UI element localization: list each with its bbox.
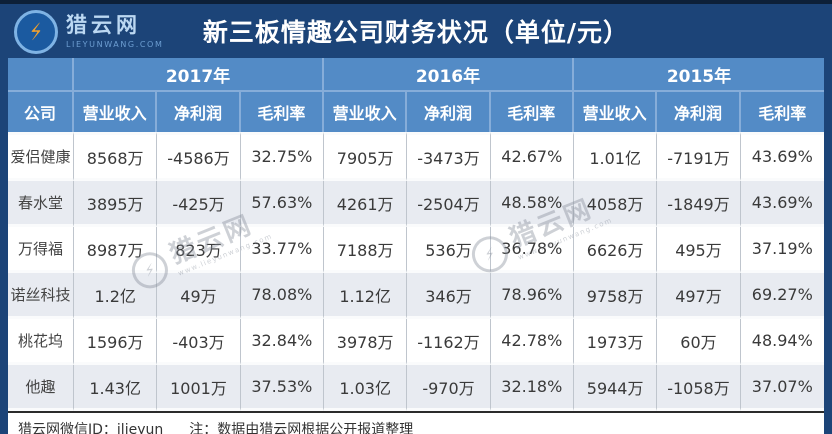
value-cell: 60万 bbox=[657, 319, 741, 365]
value-cell: 1.12亿 bbox=[323, 273, 408, 319]
metric-header: 净利润 bbox=[657, 92, 741, 132]
value-cell: 37.53% bbox=[240, 365, 324, 411]
corner-cell bbox=[8, 58, 74, 92]
value-cell: 1596万 bbox=[74, 319, 158, 365]
lieyunwang-logo: ⚡ 猎云网 LIEYUNWANG.COM bbox=[14, 10, 163, 54]
value-cell: -7191万 bbox=[657, 132, 741, 181]
logo-domain: LIEYUNWANG.COM bbox=[66, 40, 164, 49]
value-cell: -2504万 bbox=[407, 181, 491, 227]
logo-text-block: 猎云网 LIEYUNWANG.COM bbox=[66, 13, 164, 50]
value-cell: 1.03亿 bbox=[323, 365, 408, 411]
value-cell: -4586万 bbox=[157, 132, 241, 181]
value-cell: 42.67% bbox=[490, 132, 574, 181]
year-group-row: 2017年 2016年 2015年 bbox=[8, 58, 824, 92]
value-cell: 42.78% bbox=[490, 319, 574, 365]
source-note-text: 注：数据由猎云网根据公开报道整理 bbox=[189, 422, 414, 434]
value-cell: -970万 bbox=[407, 365, 491, 411]
company-cell: 他趣 bbox=[8, 365, 74, 411]
value-cell: 8568万 bbox=[74, 132, 158, 181]
value-cell: 33.77% bbox=[240, 227, 324, 273]
page-title: 新三板情趣公司财务状况（单位/元） bbox=[202, 18, 630, 47]
value-cell: 1.43亿 bbox=[74, 365, 158, 411]
value-cell: 78.96% bbox=[490, 273, 574, 319]
value-cell: -1162万 bbox=[407, 319, 491, 365]
value-cell: 69.27% bbox=[740, 273, 824, 319]
footer-bar: 猎云网微信ID：ilieyun 注：数据由猎云网根据公开报道整理 bbox=[8, 411, 824, 434]
logo-text: 猎云网 bbox=[66, 13, 141, 37]
metric-header: 净利润 bbox=[157, 92, 241, 132]
metric-header: 营业收入 bbox=[573, 92, 658, 132]
year-group-header-2017: 2017年 bbox=[74, 58, 324, 92]
value-cell: 32.84% bbox=[240, 319, 324, 365]
value-cell: 43.69% bbox=[740, 132, 824, 181]
value-cell: 8987万 bbox=[74, 227, 158, 273]
financial-table-wrap: 2017年 2016年 2015年 公司 营业收入 净利润 毛利率 营业收入 净利润 毛利… bbox=[8, 58, 824, 411]
company-cell: 桃花坞 bbox=[8, 319, 74, 365]
year-group-header-2015: 2015年 bbox=[573, 58, 824, 92]
value-cell: 1.01亿 bbox=[573, 132, 658, 181]
table-row: 桃花坞 1596万 -403万 32.84% 3978万 -1162万 42.78% 1973… bbox=[8, 319, 824, 365]
table-row: 他趣 1.43亿 1001万 37.53% 1.03亿 -970万 32.18% 5944万 -… bbox=[8, 365, 824, 411]
value-cell: -1058万 bbox=[657, 365, 741, 411]
financial-table: 2017年 2016年 2015年 公司 营业收入 净利润 毛利率 营业收入 净利润 毛利… bbox=[8, 58, 824, 411]
metric-header-row: 公司 营业收入 净利润 毛利率 营业收入 净利润 毛利率 营业收入 净利润 毛利率 bbox=[8, 92, 824, 132]
value-cell: 57.63% bbox=[240, 181, 324, 227]
metric-header: 营业收入 bbox=[74, 92, 158, 132]
table-row: 诺丝科技 1.2亿 49万 78.08% 1.12亿 346万 78.96% 9758万 497… bbox=[8, 273, 824, 319]
table-row: 万得福 8987万 823万 33.77% 7188万 536万 36.78% 6626万 49… bbox=[8, 227, 824, 273]
value-cell: 346万 bbox=[407, 273, 491, 319]
table-body: 爱侣健康 8568万 -4586万 32.75% 7905万 -3473万 42.67% 1.… bbox=[8, 132, 824, 411]
year-group-header-2016: 2016年 bbox=[323, 58, 574, 92]
value-cell: 3895万 bbox=[74, 181, 158, 227]
wechat-id-text: 猎云网微信ID：ilieyun bbox=[18, 422, 164, 434]
table-row: 春水堂 3895万 -425万 57.63% 4261万 -2504万 48.58% 4058… bbox=[8, 181, 824, 227]
value-cell: 7188万 bbox=[323, 227, 408, 273]
value-cell: 43.69% bbox=[740, 181, 824, 227]
metric-header: 营业收入 bbox=[323, 92, 408, 132]
value-cell: 48.58% bbox=[490, 181, 574, 227]
value-cell: 37.19% bbox=[740, 227, 824, 273]
value-cell: 1.2亿 bbox=[74, 273, 158, 319]
value-cell: 1001万 bbox=[157, 365, 241, 411]
metric-header: 毛利率 bbox=[490, 92, 574, 132]
value-cell: -3473万 bbox=[407, 132, 491, 181]
lightning-icon: ⚡ bbox=[25, 18, 46, 45]
value-cell: 536万 bbox=[407, 227, 491, 273]
value-cell: 48.94% bbox=[740, 319, 824, 365]
value-cell: 497万 bbox=[657, 273, 741, 319]
value-cell: 4058万 bbox=[573, 181, 658, 227]
value-cell: 6626万 bbox=[573, 227, 658, 273]
company-cell: 爱侣健康 bbox=[8, 132, 74, 181]
value-cell: 32.75% bbox=[240, 132, 324, 181]
value-cell: 495万 bbox=[657, 227, 741, 273]
value-cell: 49万 bbox=[157, 273, 241, 319]
value-cell: -1849万 bbox=[657, 181, 741, 227]
metric-header: 毛利率 bbox=[740, 92, 824, 132]
company-cell: 万得福 bbox=[8, 227, 74, 273]
value-cell: 37.07% bbox=[740, 365, 824, 411]
value-cell: 823万 bbox=[157, 227, 241, 273]
title-banner: ⚡ 猎云网 LIEYUNWANG.COM 新三板情趣公司财务状况（单位/元） bbox=[0, 0, 832, 58]
metric-header: 毛利率 bbox=[240, 92, 324, 132]
metric-header: 净利润 bbox=[407, 92, 491, 132]
table-row: 爱侣健康 8568万 -4586万 32.75% 7905万 -3473万 42.67% 1.… bbox=[8, 132, 824, 181]
value-cell: 36.78% bbox=[490, 227, 574, 273]
logo-badge: ⚡ bbox=[14, 10, 58, 54]
value-cell: -403万 bbox=[157, 319, 241, 365]
value-cell: 7905万 bbox=[323, 132, 408, 181]
value-cell: 9758万 bbox=[573, 273, 658, 319]
value-cell: 3978万 bbox=[323, 319, 408, 365]
value-cell: -425万 bbox=[157, 181, 241, 227]
table-header: 2017年 2016年 2015年 公司 营业收入 净利润 毛利率 营业收入 净利润 毛利… bbox=[8, 58, 824, 132]
value-cell: 4261万 bbox=[323, 181, 408, 227]
value-cell: 1973万 bbox=[573, 319, 658, 365]
value-cell: 78.08% bbox=[240, 273, 324, 319]
value-cell: 5944万 bbox=[573, 365, 658, 411]
company-column-header: 公司 bbox=[8, 92, 74, 132]
value-cell: 32.18% bbox=[490, 365, 574, 411]
company-cell: 春水堂 bbox=[8, 181, 74, 227]
company-cell: 诺丝科技 bbox=[8, 273, 74, 319]
